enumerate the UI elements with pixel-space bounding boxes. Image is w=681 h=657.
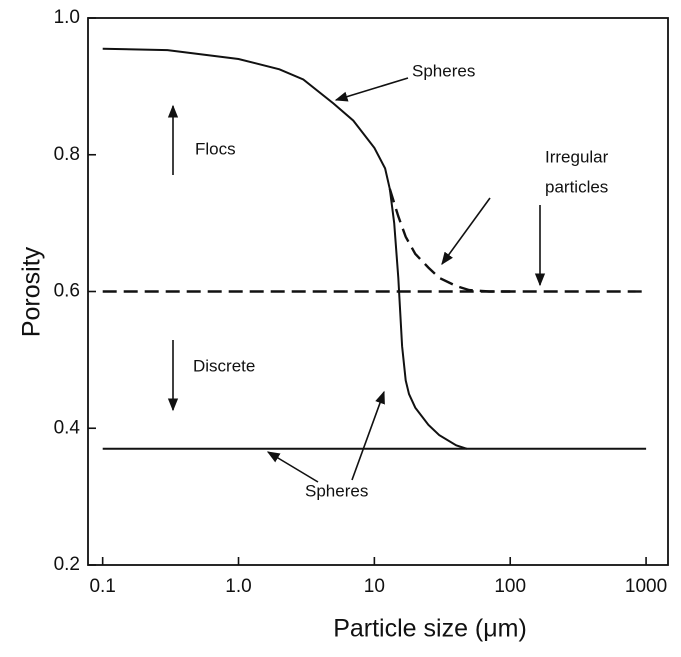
x-tick-label: 10 [364, 576, 385, 597]
arrow [266, 451, 319, 483]
y-tick-label: 1.0 [54, 7, 80, 28]
y-tick-label: 0.6 [54, 281, 80, 302]
x-tick-label: 0.1 [89, 576, 115, 597]
x-tick-label: 1000 [625, 576, 667, 597]
arrow [351, 390, 385, 481]
annotation: Spheres [412, 61, 475, 80]
annotation: Spheres [305, 481, 368, 500]
y-tick-label: 0.4 [54, 417, 81, 438]
annotation: Flocs [195, 139, 236, 158]
line-series [102, 47, 468, 450]
arrow [334, 77, 409, 102]
annotation: Irregular [545, 147, 609, 166]
y-tick-label: 0.2 [54, 554, 80, 575]
x-tick-label: 1.0 [225, 576, 251, 597]
line-series [388, 188, 511, 293]
y-axis-title: Porosity [18, 246, 46, 337]
x-tick-label: 100 [494, 576, 526, 597]
x-axis-title: Particle size (μm) [333, 615, 527, 643]
annotation: Discrete [193, 356, 255, 375]
annotation: particles [545, 177, 608, 196]
arrow [441, 197, 491, 266]
y-tick-label: 0.8 [54, 144, 80, 165]
